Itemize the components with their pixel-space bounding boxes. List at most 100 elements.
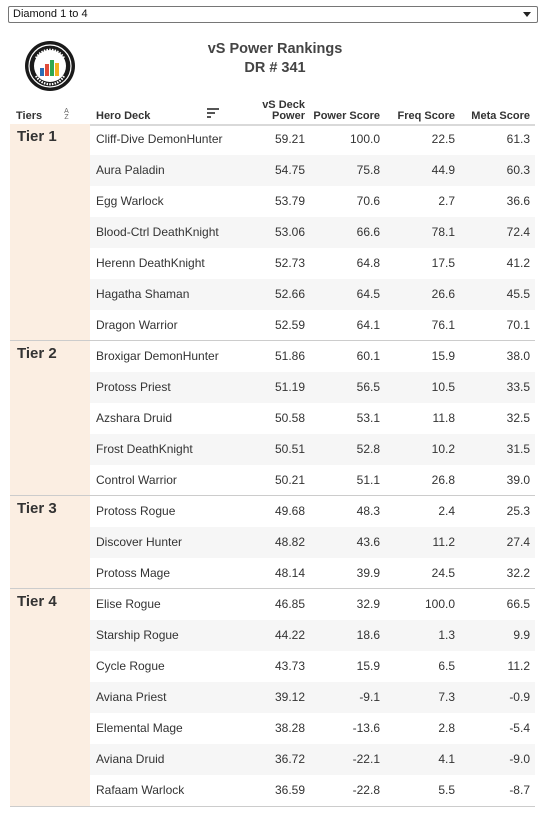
table-row[interactable]: Discover Hunter 48.82 43.6 11.2 27.4 [90, 527, 535, 558]
cell-freq-score: 24.5 [431, 566, 455, 580]
header-freq-score[interactable]: Freq Score [397, 110, 455, 122]
table-bottom-divider [10, 806, 535, 807]
cell-deck-power: 36.59 [274, 783, 305, 797]
tier-cell: Tier 1 [10, 124, 90, 341]
cell-deck-power: 50.51 [274, 442, 305, 456]
header-hero-deck[interactable]: Hero Deck [96, 110, 151, 122]
cell-deck-power: 39.12 [274, 690, 305, 704]
cell-power-score: 70.6 [356, 194, 380, 208]
cell-freq-score: 5.5 [438, 783, 455, 797]
cell-freq-score: 44.9 [431, 163, 455, 177]
cell-power-score: -9.1 [359, 690, 380, 704]
table-row[interactable]: Herenn DeathKnight 52.73 64.8 17.5 41.2 [90, 248, 535, 279]
tier-label: Tier 2 [17, 345, 57, 362]
rank-filter-select[interactable]: Diamond 1 to 4 [8, 6, 538, 23]
cell-meta-score: 61.3 [506, 132, 530, 146]
table-row[interactable]: Broxigar DemonHunter 51.86 60.1 15.9 38.0 [90, 341, 535, 372]
table-row[interactable]: Aviana Priest 39.12 -9.1 7.3 -0.9 [90, 682, 535, 713]
table-row[interactable]: Protoss Rogue 49.68 48.3 2.4 25.3 [90, 496, 535, 527]
cell-hero-deck: Aviana Druid [96, 752, 165, 766]
cell-power-score: 32.9 [356, 597, 380, 611]
table-row[interactable]: Control Warrior 50.21 51.1 26.8 39.0 [90, 465, 535, 496]
header-deck-power-line1: vS Deck [262, 99, 305, 111]
cell-freq-score: 1.3 [438, 628, 455, 642]
cell-freq-score: 2.8 [438, 721, 455, 735]
rank-filter-value: Diamond 1 to 4 [13, 8, 88, 20]
cell-deck-power: 38.28 [274, 721, 305, 735]
sort-a-glyph: A [64, 108, 69, 115]
cell-meta-score: -0.9 [509, 690, 530, 704]
table-row[interactable]: Elemental Mage 38.28 -13.6 2.8 -5.4 [90, 713, 535, 744]
sort-az-icon[interactable]: A Z [63, 108, 70, 121]
header-deck-power[interactable]: vS Deck Power [262, 100, 305, 122]
vicious-syndicate-logo [25, 41, 75, 91]
cell-hero-deck: Cycle Rogue [96, 659, 165, 673]
table-row[interactable]: Aura Paladin 54.75 75.8 44.9 60.3 [90, 155, 535, 186]
header-tiers[interactable]: Tiers [16, 110, 43, 122]
tier-group: Tier 4 Elise Rogue 46.85 32.9 100.0 66.5 Stars… [0, 588, 548, 806]
cell-meta-score: 9.9 [513, 628, 530, 642]
table-row[interactable]: Protoss Mage 48.14 39.9 24.5 32.2 [90, 558, 535, 589]
table-row[interactable]: Rafaam Warlock 36.59 -22.8 5.5 -8.7 [90, 775, 535, 806]
tier-cell: Tier 2 [10, 341, 90, 496]
cell-power-score: 75.8 [356, 163, 380, 177]
cell-hero-deck: Elemental Mage [96, 721, 183, 735]
header-power-score[interactable]: Power Score [313, 110, 380, 122]
title-line-1: vS Power Rankings [207, 41, 343, 57]
tier-group: Tier 3 Protoss Rogue 49.68 48.3 2.4 25.3 Disco… [0, 495, 548, 589]
cell-deck-power: 43.73 [274, 659, 305, 673]
cell-deck-power: 50.58 [274, 411, 305, 425]
tier-divider [10, 588, 535, 589]
tier-divider [10, 340, 535, 341]
tier-label: Tier 1 [17, 128, 57, 145]
table-row[interactable]: Starship Rogue 44.22 18.6 1.3 9.9 [90, 620, 535, 651]
cell-freq-score: 10.2 [431, 442, 455, 456]
cell-meta-score: -8.7 [509, 783, 530, 797]
cell-hero-deck: Egg Warlock [96, 194, 164, 208]
cell-hero-deck: Frost DeathKnight [96, 442, 193, 456]
cell-hero-deck: Rafaam Warlock [96, 783, 185, 797]
cell-meta-score: 39.0 [506, 473, 530, 487]
table-row[interactable]: Cycle Rogue 43.73 15.9 6.5 11.2 [90, 651, 535, 682]
table-row[interactable]: Elise Rogue 46.85 32.9 100.0 66.5 [90, 589, 535, 620]
tier-label: Tier 3 [17, 500, 57, 517]
cell-hero-deck: Aviana Priest [96, 690, 167, 704]
sort-descending-icon[interactable] [207, 108, 219, 118]
tier-cell: Tier 3 [10, 496, 90, 589]
cell-deck-power: 48.14 [274, 566, 305, 580]
cell-meta-score: -5.4 [509, 721, 530, 735]
cell-power-score: 66.6 [356, 225, 380, 239]
cell-freq-score: 76.1 [431, 318, 455, 332]
cell-power-score: -22.1 [352, 752, 380, 766]
cell-hero-deck: Protoss Rogue [96, 504, 176, 518]
tier-group: Tier 1 Cliff-Dive DemonHunter 59.21 100.0 22… [0, 124, 548, 341]
cell-power-score: 100.0 [349, 132, 380, 146]
cell-deck-power: 54.75 [274, 163, 305, 177]
cell-hero-deck: Aura Paladin [96, 163, 165, 177]
table-row[interactable]: Azshara Druid 50.58 53.1 11.8 32.5 [90, 403, 535, 434]
chevron-down-icon[interactable] [523, 12, 531, 17]
table-row[interactable]: Frost DeathKnight 50.51 52.8 10.2 31.5 [90, 434, 535, 465]
cell-hero-deck: Broxigar DemonHunter [96, 349, 219, 363]
cell-meta-score: 45.5 [506, 287, 530, 301]
table-row[interactable]: Hagatha Shaman 52.66 64.5 26.6 45.5 [90, 279, 535, 310]
cell-meta-score: 60.3 [506, 163, 530, 177]
cell-power-score: 53.1 [356, 411, 380, 425]
table-row[interactable]: Egg Warlock 53.79 70.6 2.7 36.6 [90, 186, 535, 217]
cell-deck-power: 51.19 [274, 380, 305, 394]
cell-deck-power: 51.86 [274, 349, 305, 363]
cell-meta-score: 41.2 [506, 256, 530, 270]
header-meta-score[interactable]: Meta Score [471, 110, 530, 122]
table-row[interactable]: Blood-Ctrl DeathKnight 53.06 66.6 78.1 72.4 [90, 217, 535, 248]
cell-power-score: 43.6 [356, 535, 380, 549]
cell-power-score: 64.1 [356, 318, 380, 332]
cell-deck-power: 49.68 [274, 504, 305, 518]
table-row[interactable]: Dragon Warrior 52.59 64.1 76.1 70.1 [90, 310, 535, 341]
cell-freq-score: 78.1 [431, 225, 455, 239]
cell-power-score: 18.6 [356, 628, 380, 642]
table-row[interactable]: Protoss Priest 51.19 56.5 10.5 33.5 [90, 372, 535, 403]
cell-hero-deck: Herenn DeathKnight [96, 256, 205, 270]
table-row[interactable]: Aviana Druid 36.72 -22.1 4.1 -9.0 [90, 744, 535, 775]
table-row[interactable]: Cliff-Dive DemonHunter 59.21 100.0 22.5 61.3 [90, 124, 535, 155]
cell-hero-deck: Dragon Warrior [96, 318, 178, 332]
